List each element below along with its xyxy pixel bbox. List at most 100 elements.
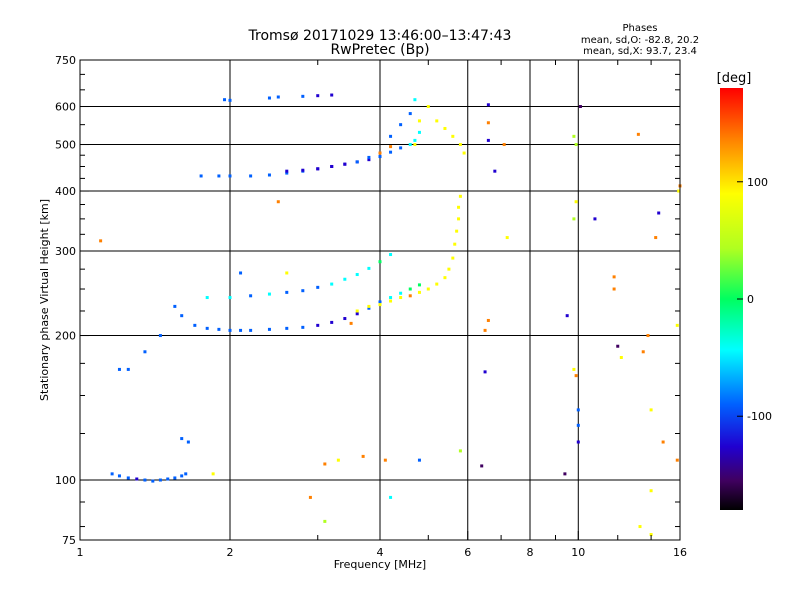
data-point xyxy=(486,138,490,142)
data-point xyxy=(486,121,490,125)
colorbar-tick-label: 0 xyxy=(747,293,754,306)
data-point xyxy=(316,323,320,327)
data-point xyxy=(180,437,184,441)
data-point xyxy=(417,130,421,134)
data-point xyxy=(654,236,658,240)
y-tick-label: 200 xyxy=(55,330,76,343)
y-tick-label: 75 xyxy=(62,534,76,547)
data-point xyxy=(308,495,312,499)
data-point xyxy=(502,143,506,147)
data-point xyxy=(343,317,347,321)
data-point xyxy=(649,489,653,493)
x-tick-label: 16 xyxy=(673,546,687,559)
data-point xyxy=(126,367,130,371)
data-point xyxy=(285,271,289,275)
data-point xyxy=(677,189,681,193)
data-point xyxy=(426,287,430,291)
data-point xyxy=(205,326,209,330)
data-point xyxy=(330,164,334,168)
data-point xyxy=(572,217,576,221)
data-point xyxy=(486,318,490,322)
data-point xyxy=(451,256,455,260)
chart-title: Tromsø 20171029 13:46:00–13:47:43 xyxy=(248,28,512,44)
data-point xyxy=(330,320,334,324)
data-point xyxy=(443,276,447,280)
data-point xyxy=(458,143,462,147)
data-point xyxy=(301,325,305,329)
data-point xyxy=(126,476,130,480)
data-point xyxy=(389,253,393,257)
x-axis-ticks: 1 2 4 6 8 10 16 xyxy=(77,531,687,559)
data-point xyxy=(675,458,679,462)
x-tick-label: 6 xyxy=(464,546,471,559)
colorbar-tick-label: -100 xyxy=(747,410,772,423)
data-point xyxy=(249,328,253,332)
data-point xyxy=(435,282,439,286)
data-point xyxy=(223,98,227,102)
data-point xyxy=(367,304,371,308)
data-point xyxy=(457,205,461,209)
data-point xyxy=(457,217,461,221)
data-point xyxy=(173,476,177,480)
data-point xyxy=(383,458,387,462)
data-point xyxy=(158,334,162,338)
data-point xyxy=(576,408,580,412)
data-point xyxy=(378,300,382,304)
data-point xyxy=(453,242,457,246)
data-point xyxy=(301,94,305,98)
data-point xyxy=(323,519,327,523)
y-tick-label: 750 xyxy=(55,54,76,67)
colorbar-gradient xyxy=(720,88,743,510)
data-point xyxy=(228,98,232,102)
data-point xyxy=(301,168,305,172)
x-axis-label: Frequency [MHz] xyxy=(334,558,426,571)
data-point xyxy=(135,477,139,481)
data-point xyxy=(166,477,170,481)
data-point xyxy=(399,296,403,300)
data-point xyxy=(249,174,253,178)
data-point xyxy=(343,162,347,166)
data-point xyxy=(301,289,305,293)
data-point xyxy=(323,462,327,466)
data-point xyxy=(578,105,582,109)
data-point xyxy=(367,266,371,270)
data-point xyxy=(417,290,421,294)
data-point xyxy=(413,143,417,147)
data-point xyxy=(349,321,353,325)
data-point xyxy=(228,296,232,300)
data-point xyxy=(435,119,439,123)
data-point xyxy=(276,95,280,99)
phases-o-line: mean, sd,O: -82.8, 20.2 xyxy=(581,35,699,46)
colorbar-unit: [deg] xyxy=(717,71,752,86)
data-point xyxy=(249,294,253,298)
data-point xyxy=(285,290,289,294)
data-point xyxy=(158,478,162,482)
data-point xyxy=(285,171,289,175)
data-point xyxy=(193,323,197,327)
data-point xyxy=(205,296,209,300)
data-point xyxy=(413,98,417,102)
data-point xyxy=(336,458,340,462)
data-point xyxy=(184,472,188,476)
data-point xyxy=(641,350,645,354)
y-tick-label: 500 xyxy=(55,139,76,152)
data-point xyxy=(361,454,365,458)
data-point xyxy=(408,287,412,291)
data-point xyxy=(316,167,320,171)
minor-ticks xyxy=(80,60,680,540)
data-point xyxy=(612,287,616,291)
data-point xyxy=(675,323,679,327)
data-point xyxy=(267,173,271,177)
data-point xyxy=(574,374,578,378)
data-point xyxy=(173,304,177,308)
data-point xyxy=(367,306,371,310)
data-point xyxy=(186,440,190,444)
data-point xyxy=(480,464,484,468)
data-point xyxy=(267,292,271,296)
data-point xyxy=(285,169,289,173)
y-tick-label: 600 xyxy=(55,101,76,114)
data-point xyxy=(316,285,320,289)
data-point xyxy=(180,474,184,478)
data-point xyxy=(593,217,597,221)
grid-lines xyxy=(80,60,680,540)
